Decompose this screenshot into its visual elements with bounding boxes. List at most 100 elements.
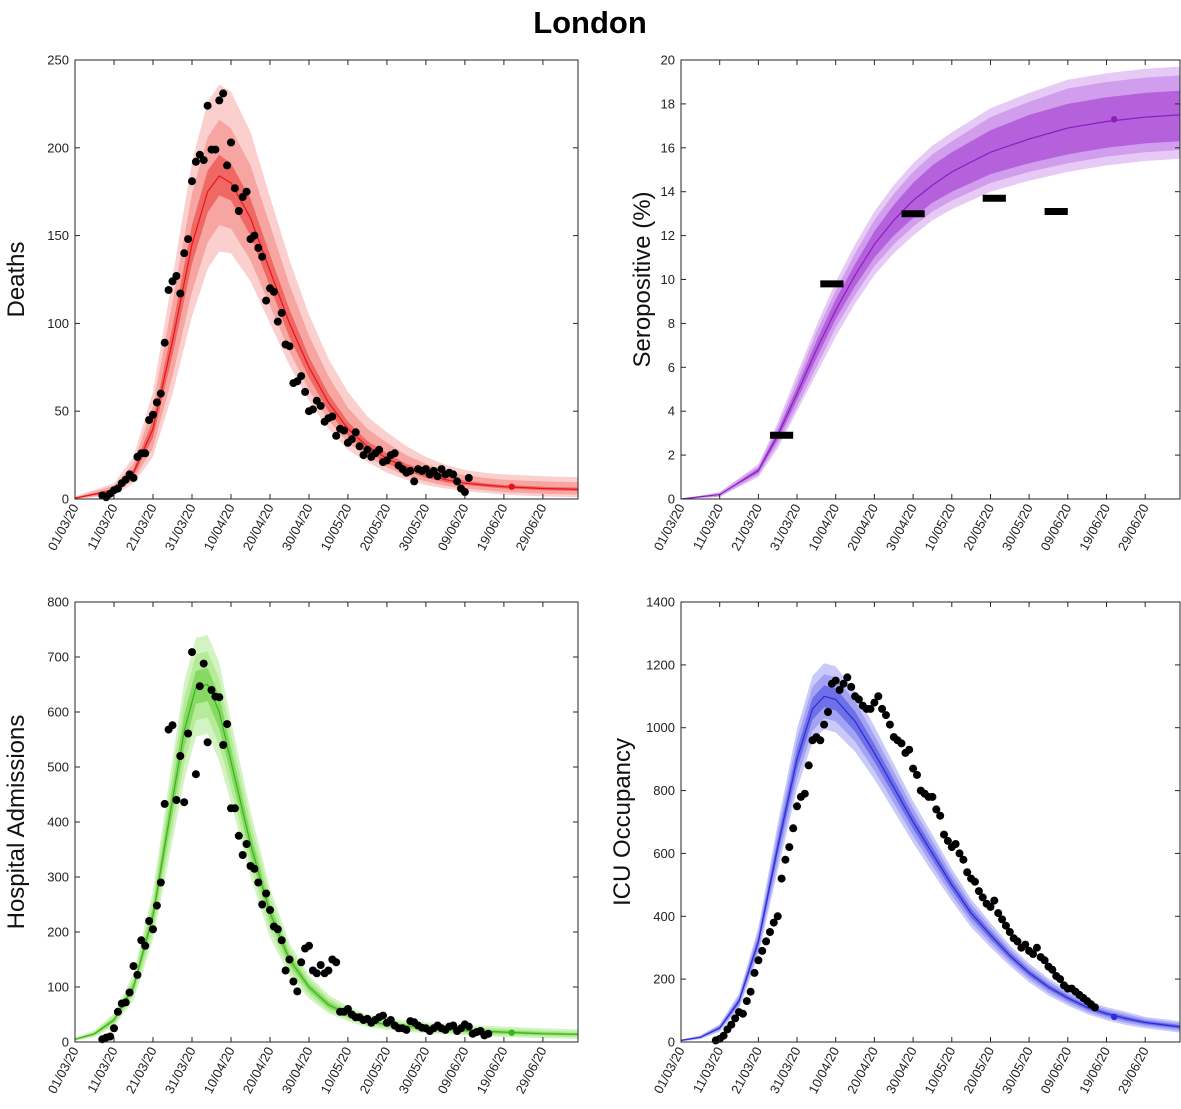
y-tick-label: 800	[653, 783, 675, 798]
x-tick-label: 29/06/20	[1115, 501, 1152, 553]
data-point	[1056, 975, 1065, 984]
data-point	[195, 682, 204, 691]
data-point	[219, 741, 228, 749]
data-point	[816, 736, 825, 745]
data-point	[464, 473, 473, 482]
data-point	[820, 720, 829, 729]
data-point	[211, 145, 220, 154]
x-tick-label: 31/03/20	[767, 1044, 804, 1096]
y-tick-label: 12	[661, 228, 675, 243]
x-tick-label: 09/06/20	[1037, 1044, 1074, 1096]
y-tick-label: 50	[55, 404, 69, 419]
data-point	[1040, 956, 1049, 965]
x-tick-label: 20/05/20	[357, 501, 394, 553]
data-point	[281, 966, 290, 975]
x-tick-label: 30/04/20	[883, 501, 920, 553]
data-point	[998, 915, 1007, 924]
data-point	[1029, 950, 1037, 958]
data-point	[951, 840, 960, 848]
hospital-admissions-panel: 0 100 200 300 400 500 600 700 800 01/03/20 11/03/2…	[3, 595, 579, 1096]
data-point	[754, 956, 763, 965]
y-tick-label: 2	[668, 448, 675, 463]
data-point	[769, 918, 778, 927]
data-point	[777, 874, 786, 883]
y-tick-label: 250	[47, 53, 69, 68]
data-point	[254, 243, 263, 252]
data-point	[172, 796, 181, 804]
data-point	[870, 698, 879, 707]
y-tick-label: 20	[661, 53, 675, 68]
data-point	[223, 161, 232, 170]
data-point	[215, 96, 224, 105]
data-point	[847, 682, 856, 691]
x-tick-label: 19/06/20	[474, 501, 511, 553]
data-point	[262, 889, 271, 898]
data-point	[905, 745, 914, 754]
band-q05-q95	[681, 674, 1180, 1042]
data-point	[266, 906, 274, 914]
data-point	[152, 901, 161, 910]
data-point	[433, 472, 442, 481]
y-tick-label: 200	[47, 925, 69, 940]
x-tick-label: 11/03/20	[84, 1044, 121, 1095]
data-point	[971, 877, 979, 886]
data-point	[866, 704, 875, 713]
data-point	[184, 235, 193, 244]
x-tick-label: 31/03/20	[767, 501, 804, 553]
x-tick-label: 01/03/20	[45, 501, 82, 553]
data-point	[363, 445, 372, 454]
data-point	[1048, 965, 1057, 974]
data-point	[885, 720, 894, 729]
data-point	[297, 958, 306, 967]
data-point	[878, 704, 887, 713]
data-point	[1013, 937, 1022, 946]
data-point	[464, 1022, 473, 1031]
data-point	[145, 917, 154, 925]
data-point	[207, 686, 216, 694]
x-tick-label: 01/03/20	[651, 501, 688, 553]
x-tick-label: 20/04/20	[844, 1044, 881, 1096]
data-point	[262, 296, 271, 305]
data-point	[974, 887, 983, 896]
y-tick-label: 1400	[646, 595, 675, 610]
data-point	[254, 878, 263, 887]
y-tick-label: 600	[653, 846, 675, 861]
data-point	[176, 752, 185, 760]
data-point	[250, 231, 259, 240]
data-point	[289, 977, 298, 986]
x-tick-label: 31/03/20	[162, 501, 199, 553]
data-point	[928, 792, 937, 801]
data-point	[305, 941, 313, 950]
seropositive-panel: 0 2 4 6 8 10 12 14 16 18 20 01/03/20 11/03/20 21/03/2…	[629, 53, 1181, 553]
y-tick-label: 100	[47, 980, 69, 995]
data-point	[1032, 943, 1041, 952]
data-point	[250, 864, 259, 873]
data-point	[789, 824, 798, 833]
data-point	[781, 855, 790, 864]
data-point	[731, 1014, 740, 1023]
data-point	[340, 426, 348, 435]
data-point	[773, 912, 782, 921]
data-point	[719, 1031, 728, 1040]
x-tick-label: 10/05/20	[318, 501, 355, 553]
data-point	[746, 987, 755, 996]
x-tick-label: 21/03/20	[728, 1044, 765, 1096]
data-point	[149, 925, 157, 934]
axes-box	[74, 59, 579, 500]
data-point	[990, 896, 999, 905]
data-point	[184, 729, 193, 738]
data-point	[113, 1007, 122, 1016]
data-point	[742, 997, 751, 1006]
data-point	[453, 477, 462, 486]
data-point	[160, 799, 169, 808]
data-point	[133, 970, 142, 979]
y-tick-label: 500	[47, 760, 69, 775]
data-point	[191, 157, 200, 166]
data-point	[172, 272, 181, 280]
median-line	[680, 695, 1181, 1041]
x-tick-label: 20/05/20	[960, 501, 997, 553]
data-point	[297, 372, 306, 381]
data-point	[277, 308, 286, 317]
data-point	[125, 988, 134, 997]
